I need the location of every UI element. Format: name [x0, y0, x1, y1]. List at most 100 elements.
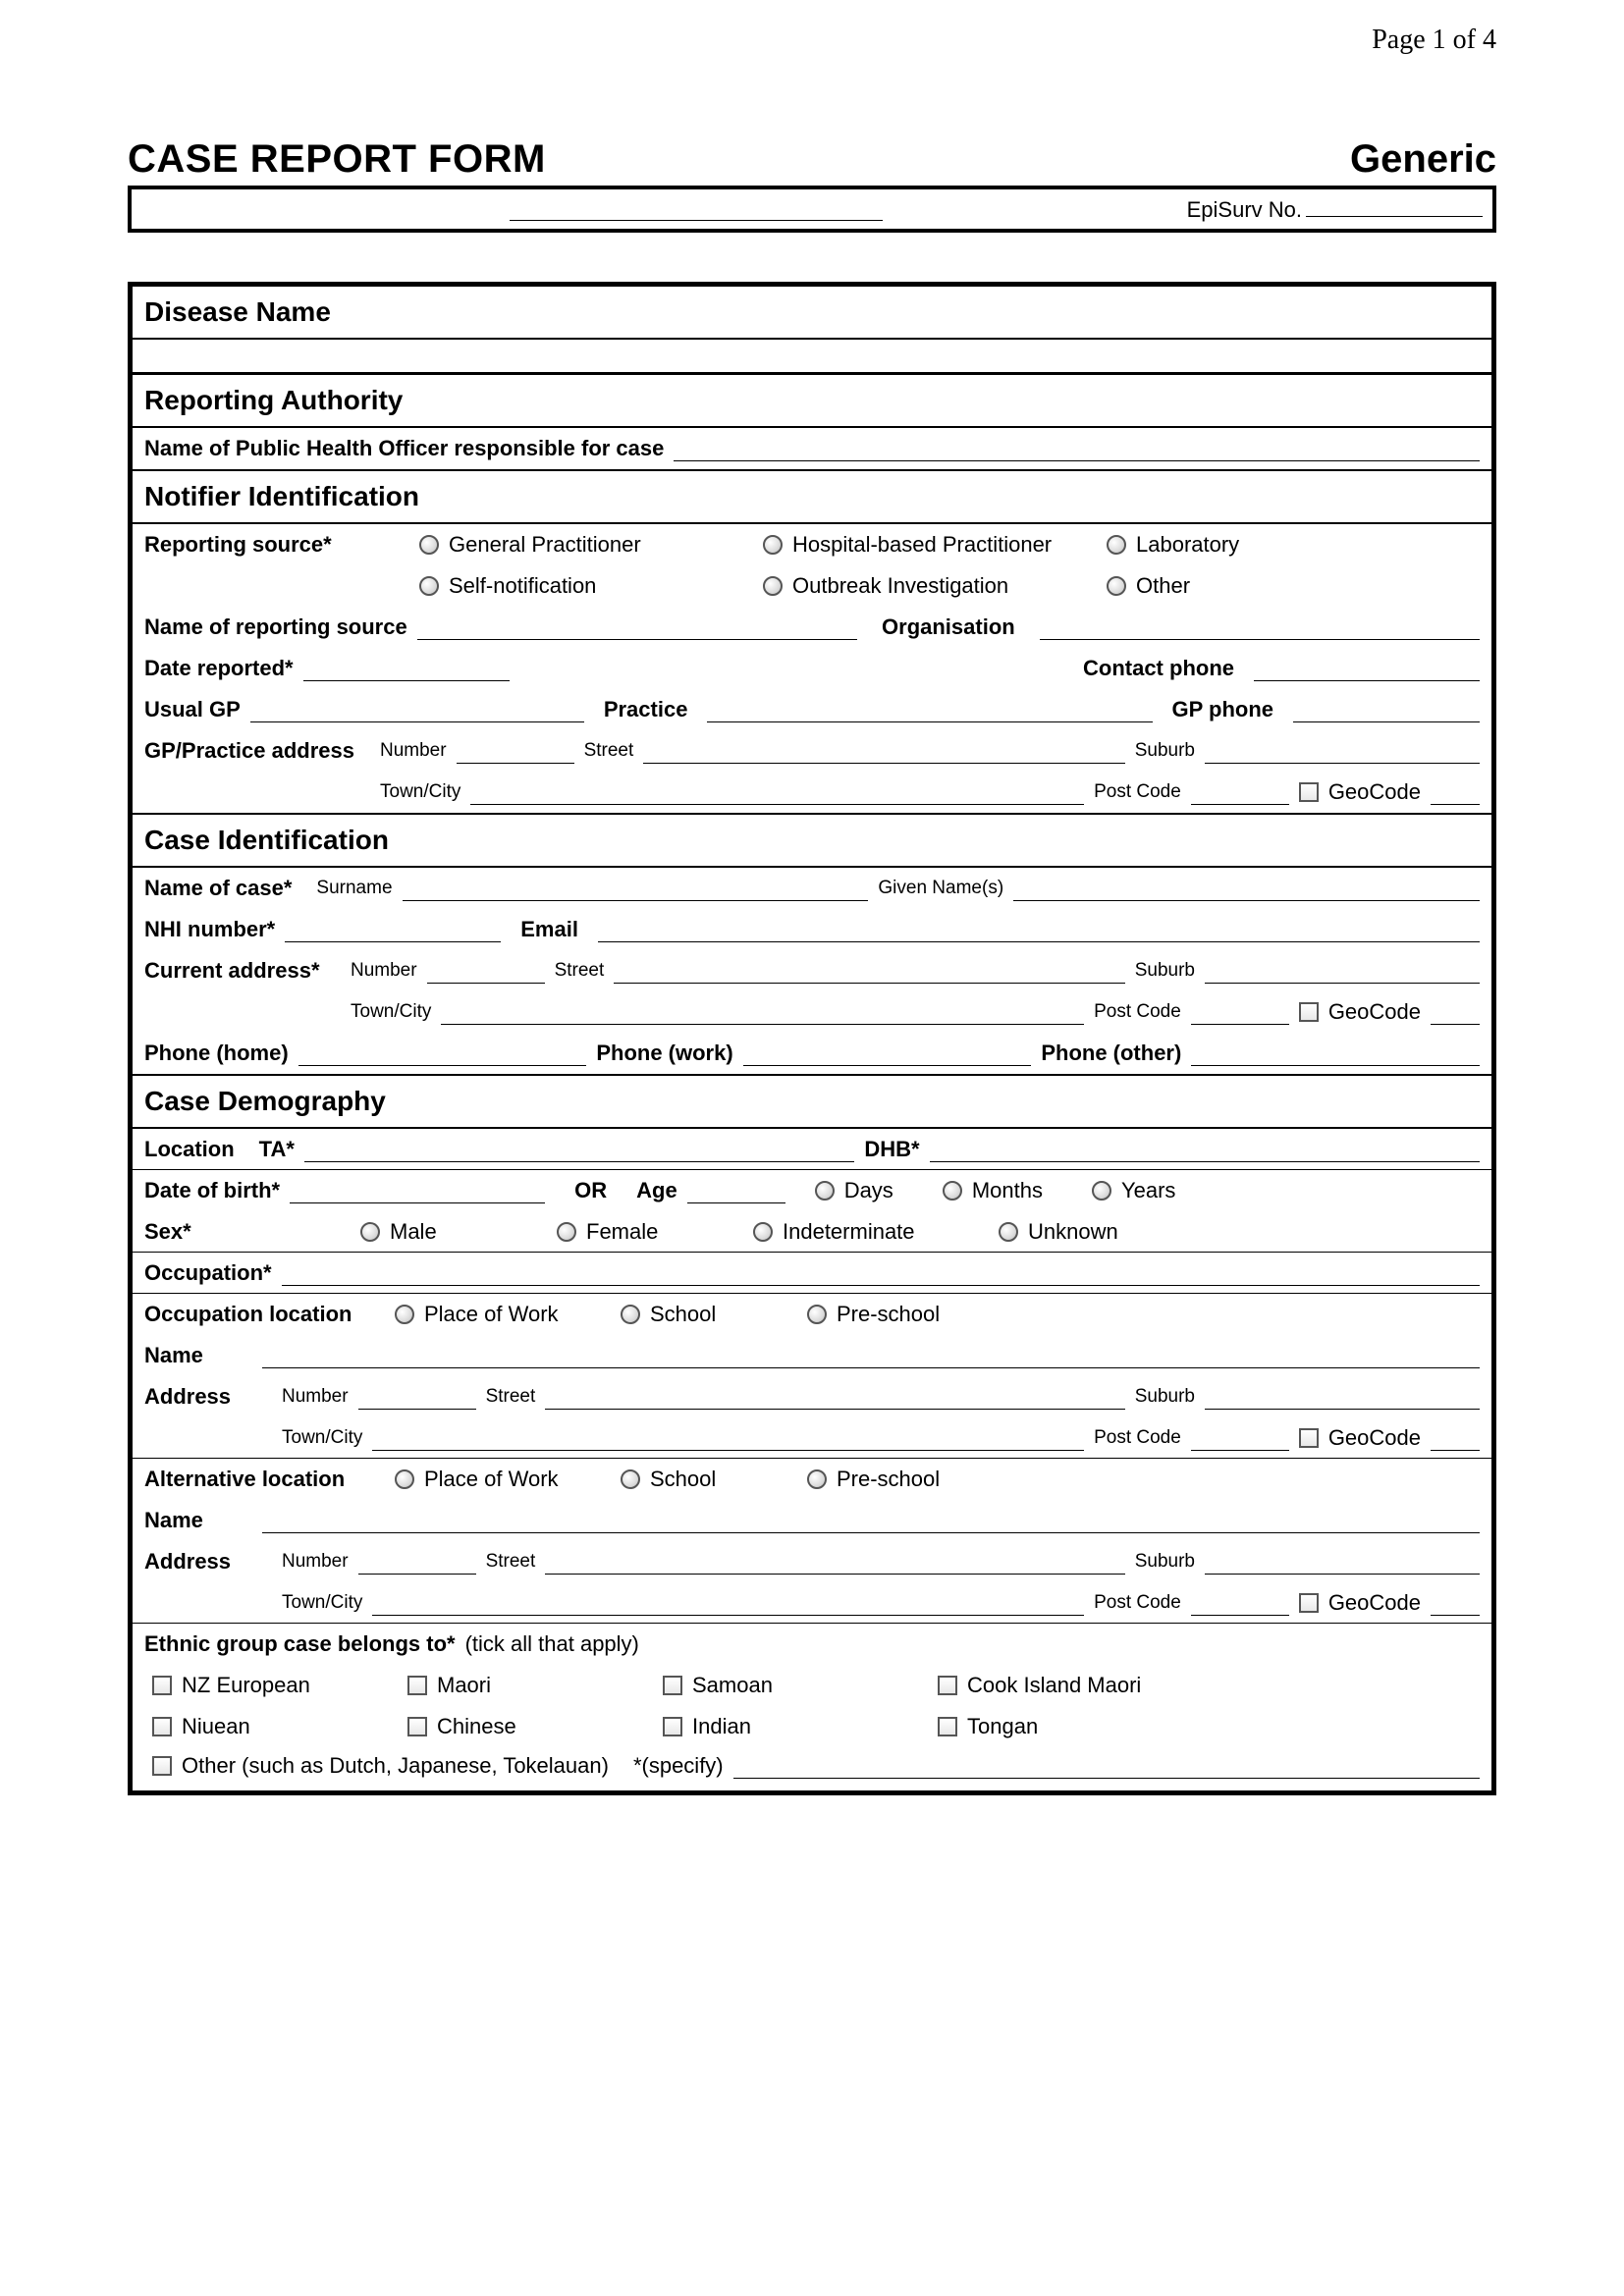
radio-self[interactable]: Self-notification [419, 573, 763, 599]
checkbox-icon [1299, 1593, 1319, 1613]
case-postcode-input[interactable] [1191, 999, 1289, 1025]
episurv-input[interactable] [1306, 195, 1483, 217]
addr-town-label: Town/City [282, 1592, 362, 1614]
radio-alt-work[interactable]: Place of Work [395, 1467, 621, 1492]
radio-months[interactable]: Months [943, 1178, 1043, 1203]
chk-maori[interactable]: Maori [407, 1673, 663, 1698]
usual-gp-label: Usual GP [144, 697, 241, 722]
reporting-source-label: Reporting source* [144, 532, 419, 558]
surname-label: Surname [316, 878, 392, 899]
chk-nz[interactable]: NZ European [152, 1673, 407, 1698]
alt-postcode-input[interactable] [1191, 1590, 1289, 1616]
phone-home-input[interactable] [298, 1041, 587, 1066]
case-street-input[interactable] [614, 958, 1124, 984]
phone-work-label: Phone (work) [596, 1041, 732, 1066]
header-blank-line[interactable] [510, 197, 883, 221]
chk-niuean[interactable]: Niuean [152, 1714, 407, 1739]
gp-address-row-1: GP/Practice address Number Street Suburb [133, 730, 1491, 772]
case-geocode-checkbox[interactable]: GeoCode [1299, 999, 1421, 1025]
radio-work[interactable]: Place of Work [395, 1302, 621, 1327]
addr-postcode-label: Post Code [1094, 1427, 1181, 1449]
page-number: Page 1 of 4 [1372, 25, 1496, 56]
disease-name-input[interactable] [133, 340, 1491, 373]
date-reported-row: Date reported* Contact phone [133, 648, 1491, 689]
occ-geocode-checkbox[interactable]: GeoCode [1299, 1425, 1421, 1451]
dhb-input[interactable] [930, 1137, 1480, 1162]
occ-postcode-input[interactable] [1191, 1425, 1289, 1451]
gp-town-input[interactable] [470, 779, 1084, 805]
case-geocode-input[interactable] [1431, 999, 1480, 1025]
age-input[interactable] [687, 1178, 785, 1203]
occ-suburb-input[interactable] [1205, 1384, 1480, 1410]
gp-number-input[interactable] [457, 738, 574, 764]
alt-geocode-checkbox[interactable]: GeoCode [1299, 1590, 1421, 1616]
date-reported-input[interactable] [303, 656, 510, 681]
radio-alt-preschool[interactable]: Pre-school [807, 1467, 940, 1492]
alt-geocode-input[interactable] [1431, 1590, 1480, 1616]
chk-other-ethnic[interactable]: Other (such as Dutch, Japanese, Tokelaua… [152, 1753, 609, 1779]
chk-cook[interactable]: Cook Island Maori [938, 1673, 1141, 1698]
organisation-input[interactable] [1040, 614, 1480, 640]
case-name-row: Name of case* Surname Given Name(s) [133, 868, 1491, 909]
radio-indeterminate[interactable]: Indeterminate [753, 1219, 999, 1245]
radio-years[interactable]: Years [1092, 1178, 1175, 1203]
dob-input[interactable] [290, 1178, 545, 1203]
usual-gp-input[interactable] [250, 697, 584, 722]
ta-input[interactable] [304, 1137, 854, 1162]
chk-tongan[interactable]: Tongan [938, 1714, 1038, 1739]
occ-name-input[interactable] [262, 1343, 1480, 1368]
occupation-input[interactable] [282, 1260, 1480, 1286]
email-input[interactable] [598, 917, 1480, 942]
occ-geocode-input[interactable] [1431, 1425, 1480, 1451]
chk-chinese[interactable]: Chinese [407, 1714, 663, 1739]
practice-input[interactable] [707, 697, 1152, 722]
surname-input[interactable] [403, 876, 869, 901]
gp-geocode-checkbox[interactable]: GeoCode [1299, 779, 1421, 805]
reporting-source-row-1: Reporting source* General Practitioner H… [133, 524, 1491, 565]
radio-preschool[interactable]: Pre-school [807, 1302, 940, 1327]
phone-other-input[interactable] [1191, 1041, 1480, 1066]
officer-input[interactable] [674, 436, 1480, 461]
radio-lab[interactable]: Laboratory [1107, 532, 1239, 558]
occ-number-input[interactable] [358, 1384, 476, 1410]
case-suburb-input[interactable] [1205, 958, 1480, 984]
name-source-input[interactable] [417, 614, 857, 640]
occ-town-input[interactable] [372, 1425, 1084, 1451]
alt-town-input[interactable] [372, 1590, 1084, 1616]
contact-phone-input[interactable] [1254, 656, 1480, 681]
gp-suburb-input[interactable] [1205, 738, 1480, 764]
radio-unknown[interactable]: Unknown [999, 1219, 1118, 1245]
given-input[interactable] [1013, 876, 1480, 901]
radio-icon [1107, 535, 1126, 555]
phone-work-input[interactable] [743, 1041, 1032, 1066]
chk-samoan[interactable]: Samoan [663, 1673, 938, 1698]
case-town-input[interactable] [441, 999, 1084, 1025]
alt-street-input[interactable] [545, 1549, 1124, 1575]
alt-suburb-input[interactable] [1205, 1549, 1480, 1575]
radio-school[interactable]: School [621, 1302, 807, 1327]
addr-suburb-label: Suburb [1135, 960, 1195, 982]
radio-outbreak[interactable]: Outbreak Investigation [763, 573, 1107, 599]
radio-icon [943, 1181, 962, 1201]
radio-male[interactable]: Male [360, 1219, 557, 1245]
case-number-input[interactable] [427, 958, 545, 984]
radio-hospital[interactable]: Hospital-based Practitioner [763, 532, 1107, 558]
radio-female[interactable]: Female [557, 1219, 753, 1245]
specify-input[interactable] [733, 1753, 1480, 1779]
chk-indian[interactable]: Indian [663, 1714, 938, 1739]
radio-other-source[interactable]: Other [1107, 573, 1190, 599]
section-notifier: Notifier Identification [133, 469, 1491, 524]
occ-street-input[interactable] [545, 1384, 1124, 1410]
alt-number-input[interactable] [358, 1549, 476, 1575]
gp-street-input[interactable] [643, 738, 1124, 764]
radio-days[interactable]: Days [815, 1178, 893, 1203]
radio-icon [763, 576, 783, 596]
radio-gp[interactable]: General Practitioner [419, 532, 763, 558]
radio-alt-school[interactable]: School [621, 1467, 807, 1492]
gp-geocode-input[interactable] [1431, 779, 1480, 805]
alt-name-input[interactable] [262, 1508, 1480, 1533]
form-subheader: EpiSurv No. [128, 189, 1496, 233]
nhi-input[interactable] [285, 917, 501, 942]
gp-phone-input[interactable] [1293, 697, 1480, 722]
gp-postcode-input[interactable] [1191, 779, 1289, 805]
